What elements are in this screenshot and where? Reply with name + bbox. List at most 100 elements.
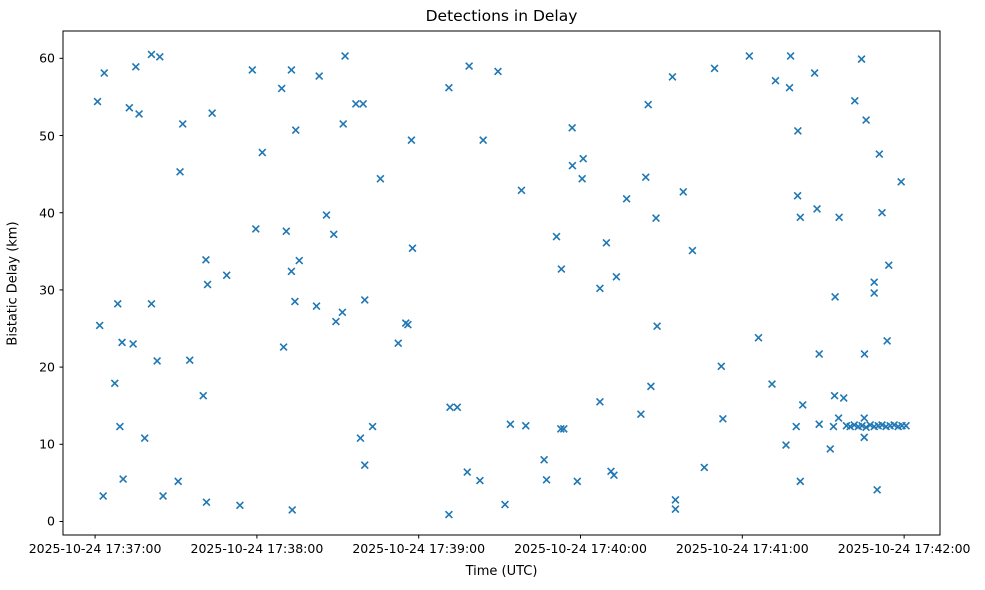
data-point <box>279 343 288 351</box>
data-point <box>862 116 871 125</box>
data-point <box>884 261 893 270</box>
data-point <box>131 62 140 71</box>
data-point <box>203 280 212 289</box>
data-point <box>140 434 149 443</box>
data-point <box>287 65 296 74</box>
data-point <box>155 52 164 61</box>
data-point <box>295 256 304 265</box>
data-point <box>813 204 821 213</box>
data-point <box>875 150 884 159</box>
data-point <box>329 230 338 239</box>
data-point <box>609 471 618 480</box>
data-point <box>501 500 509 509</box>
data-point <box>521 421 530 430</box>
data-point <box>815 420 824 429</box>
data-point <box>119 475 128 483</box>
data-point <box>277 84 286 93</box>
data-point <box>446 403 454 412</box>
data-point <box>159 492 168 500</box>
data-point <box>622 194 631 203</box>
data-point <box>291 126 300 135</box>
x-tick-label: 2025-10-24 17:39:00 <box>352 541 486 556</box>
y-tick-label: 50 <box>39 128 55 144</box>
data-point <box>671 495 680 504</box>
data-point <box>331 317 340 326</box>
data-point <box>282 227 291 236</box>
data-point <box>368 422 377 431</box>
data-point <box>883 336 892 345</box>
data-point <box>463 468 472 477</box>
y-tick-label: 60 <box>39 50 55 66</box>
data-point <box>793 191 802 200</box>
data-point <box>95 321 104 330</box>
data-point <box>147 50 156 59</box>
data-point <box>579 154 588 163</box>
y-tick-label: 10 <box>39 436 55 452</box>
data-point <box>559 424 568 433</box>
data-point <box>351 99 360 108</box>
data-point <box>857 55 866 64</box>
data-point <box>444 510 453 519</box>
chart-title: Detections in Delay <box>425 7 578 25</box>
x-axis-label: Time (UTC) <box>465 564 538 579</box>
data-point <box>568 161 577 170</box>
data-point <box>810 69 819 77</box>
data-point <box>646 382 655 391</box>
data-point <box>796 477 805 486</box>
data-point <box>897 177 906 186</box>
data-point <box>834 414 843 423</box>
data-point <box>835 213 844 222</box>
data-point <box>315 72 324 81</box>
data-point <box>679 187 688 196</box>
data-point <box>718 414 727 423</box>
data-point <box>612 272 621 281</box>
data-point <box>176 167 185 176</box>
data-point <box>178 119 187 128</box>
scatter-series <box>93 50 910 519</box>
data-point <box>717 362 726 371</box>
data-point <box>444 83 453 92</box>
data-point <box>341 52 350 60</box>
data-point <box>644 100 653 109</box>
data-point <box>135 109 144 118</box>
data-point <box>595 284 604 293</box>
data-point <box>465 62 474 71</box>
data-point <box>792 422 801 431</box>
data-point <box>636 410 645 419</box>
data-point <box>208 109 217 118</box>
data-point <box>831 292 840 301</box>
x-tick-label: 2025-10-24 17:42:00 <box>837 541 971 556</box>
y-tick-label: 20 <box>39 359 55 375</box>
data-point <box>494 67 502 76</box>
data-point <box>222 271 231 280</box>
data-point <box>338 308 347 317</box>
data-point <box>475 476 484 485</box>
data-point <box>688 246 697 255</box>
data-point <box>453 403 462 412</box>
data-point <box>568 123 577 132</box>
data-point <box>870 289 879 297</box>
data-point <box>552 232 561 241</box>
data-point <box>860 414 869 423</box>
data-point <box>641 173 650 182</box>
data-point <box>652 214 660 223</box>
data-point <box>745 52 754 60</box>
data-point <box>129 339 138 348</box>
data-point <box>248 65 257 74</box>
data-point <box>118 338 127 347</box>
data-point <box>99 492 108 500</box>
data-point <box>288 505 297 514</box>
data-point <box>403 320 412 329</box>
data-point <box>578 174 587 183</box>
data-point <box>768 380 776 389</box>
data-point <box>360 295 369 304</box>
data-point <box>830 391 839 400</box>
data-point <box>829 422 838 431</box>
data-point <box>147 299 156 308</box>
data-point <box>174 477 183 486</box>
data-point <box>860 433 869 442</box>
data-point <box>815 350 824 358</box>
x-tick-label: 2025-10-24 17:41:00 <box>675 541 809 556</box>
data-point <box>754 333 763 342</box>
data-point <box>115 422 124 431</box>
